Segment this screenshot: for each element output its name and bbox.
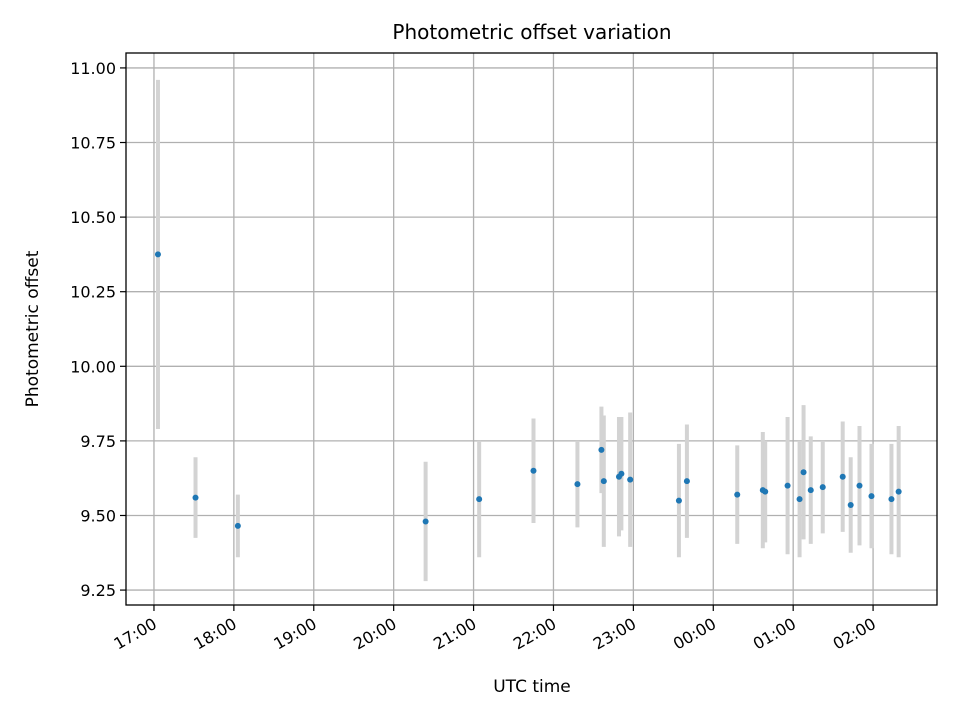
data-point	[476, 496, 483, 503]
x-tick-label: 01:00	[750, 614, 799, 654]
tick-layer: 17:00 18:00 19:00 20:00 21:00 22:00 23:00 00:00…	[70, 59, 879, 654]
data-point	[784, 482, 791, 489]
x-tick-label: 18:00	[190, 614, 239, 654]
data-point	[598, 446, 605, 453]
data-point	[154, 251, 161, 258]
data-point	[618, 470, 625, 477]
x-tick-label: 20:00	[350, 614, 399, 654]
y-tick-label: 10.00	[70, 357, 116, 376]
x-tick-label: 23:00	[590, 614, 639, 654]
x-tick-label: 19:00	[270, 614, 319, 654]
y-tick-label: 11.00	[70, 59, 116, 78]
data-point	[800, 469, 807, 476]
x-tick-label: 17:00	[111, 614, 160, 654]
data-point	[734, 491, 741, 498]
data-point	[683, 478, 690, 485]
data-point	[847, 502, 854, 509]
data-point	[796, 496, 803, 503]
point-layer	[154, 251, 902, 529]
x-tick-label: 22:00	[510, 614, 559, 654]
x-tick-label: 00:00	[670, 614, 719, 654]
y-tick-label: 10.25	[70, 283, 116, 302]
x-axis-label: UTC time	[493, 677, 571, 697]
y-tick-label: 9.75	[80, 432, 116, 451]
data-point	[807, 487, 814, 494]
plot-frame	[125, 52, 938, 606]
y-tick-label: 10.75	[70, 134, 116, 153]
data-point	[868, 493, 875, 500]
data-point	[762, 488, 769, 495]
data-point	[839, 473, 846, 480]
y-tick-label: 9.50	[80, 506, 116, 525]
y-axis-label: Photometric offset	[23, 250, 43, 407]
data-point	[888, 496, 895, 503]
errorbar-layer	[155, 79, 901, 582]
data-point	[192, 494, 199, 501]
data-point	[627, 476, 634, 483]
data-point	[819, 484, 826, 491]
y-tick-label: 9.25	[80, 581, 116, 600]
data-point	[234, 522, 241, 529]
x-tick-label: 21:00	[430, 614, 479, 654]
chart-title: Photometric offset variation	[392, 20, 671, 44]
data-point	[422, 518, 429, 525]
data-point	[856, 482, 863, 489]
data-point	[600, 478, 607, 485]
x-tick-label: 02:00	[830, 614, 879, 654]
data-point	[574, 481, 581, 488]
data-point	[675, 497, 682, 504]
y-tick-label: 10.50	[70, 208, 116, 227]
data-point	[895, 488, 902, 495]
data-point	[530, 467, 537, 474]
